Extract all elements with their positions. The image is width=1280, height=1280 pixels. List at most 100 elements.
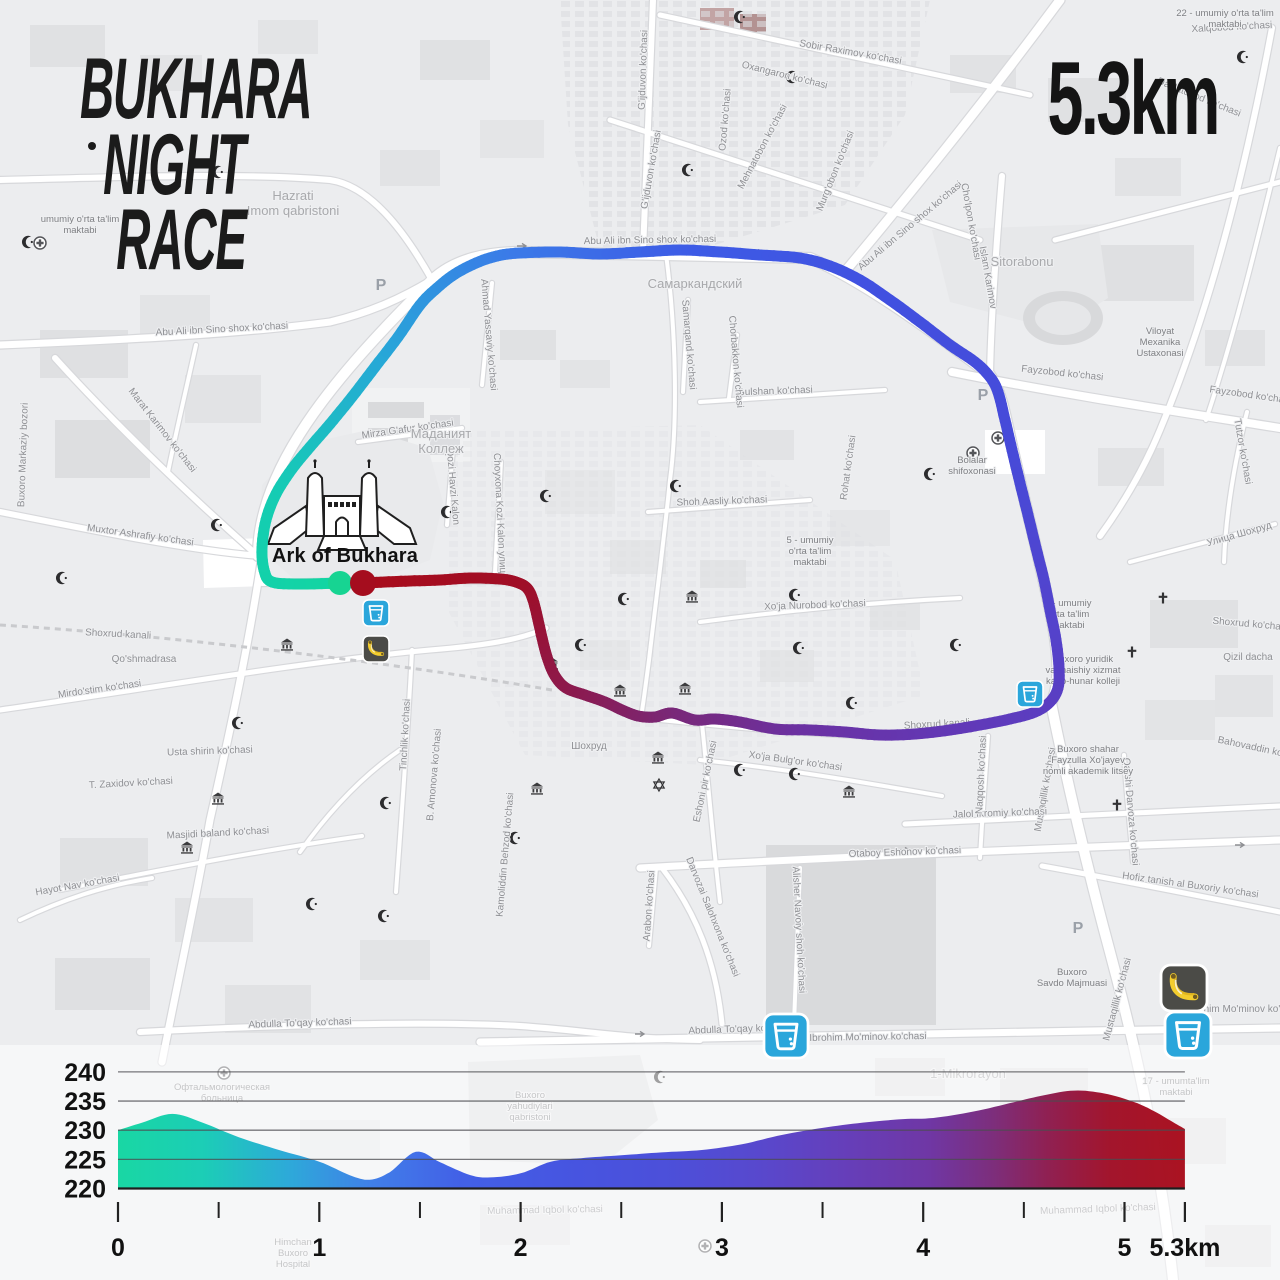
cup-bubble — [789, 1042, 794, 1046]
crescent-star — [801, 646, 804, 650]
street-label: Маданият Коллеж — [411, 426, 472, 456]
ark-finial-ball — [367, 459, 371, 463]
road — [902, 803, 1280, 827]
synagogue-star-icon — [652, 777, 666, 793]
street-label: Xalqobod ko'chasi — [1191, 20, 1272, 35]
crescent-star — [314, 902, 317, 906]
road — [0, 509, 265, 559]
road — [700, 722, 722, 904]
museum-shape — [679, 682, 691, 695]
street-label: Xo'ja Nurobod ko'chasi — [764, 598, 866, 613]
x-axis-end-label: 5.3km — [1149, 1234, 1220, 1262]
y-axis-label: 235 — [64, 1088, 106, 1116]
street-label: Qo'shmadrasa — [112, 654, 177, 665]
crescent-star — [220, 170, 223, 174]
crescent-star — [742, 768, 745, 772]
road — [394, 648, 414, 894]
parking-icon: P — [978, 387, 989, 404]
icon-background — [362, 635, 390, 663]
crescent-shape — [55, 571, 66, 585]
road — [698, 596, 962, 624]
museum-building-icon — [843, 785, 855, 798]
x-axis-label: 4 — [916, 1234, 930, 1262]
museum-shape — [614, 684, 626, 697]
crescent-shape — [949, 638, 960, 652]
banana-shade — [1173, 976, 1195, 996]
museum-building-icon — [614, 684, 626, 697]
elevation-area — [118, 1090, 1185, 1189]
crescent-star — [388, 801, 391, 805]
banana-glyph — [1169, 973, 1199, 1001]
crescent-star — [1245, 55, 1248, 59]
mosque-crescent-icon — [733, 763, 745, 777]
cup-glyph — [773, 1022, 799, 1051]
building-block — [1048, 78, 1126, 122]
crescent-shape — [788, 767, 799, 781]
building-block — [420, 40, 490, 80]
museum-building-icon — [652, 751, 664, 764]
road — [58, 834, 364, 892]
street-label: Abdulla To'qay ko'chasi — [248, 1016, 351, 1031]
road — [356, 426, 464, 444]
mosque-crescent-icon — [210, 518, 222, 532]
road — [1222, 410, 1249, 564]
cup-bubble — [1032, 697, 1035, 700]
hospital-plus — [36, 239, 44, 247]
street-label: Muxtor Ashrafiy ko'chasi — [86, 523, 194, 549]
road — [607, 117, 983, 243]
crescent-shape — [210, 518, 221, 532]
mosque-crescent-icon — [539, 489, 551, 503]
crescent-star — [64, 576, 67, 580]
museum-shape — [843, 785, 855, 798]
mosque-crescent-icon — [231, 716, 243, 730]
road — [843, 0, 1065, 273]
ark-right-tower — [358, 472, 380, 537]
crescent-shape — [733, 10, 744, 24]
mosque-crescent-icon — [792, 641, 804, 655]
y-axis-label: 230 — [64, 1117, 106, 1145]
crescent-star — [449, 510, 452, 514]
street-label: T. Zaxidov ko'chasi — [89, 776, 174, 791]
building-block — [1215, 675, 1273, 717]
parking-icon: P — [1073, 920, 1084, 937]
star-triangle — [652, 777, 666, 789]
crescent-shape — [508, 831, 519, 845]
mosque-crescent-icon — [845, 696, 857, 710]
mosque-crescent-icon — [377, 909, 389, 923]
building-block — [30, 25, 105, 67]
building-block — [185, 375, 261, 423]
crescent-star — [583, 643, 586, 647]
road — [52, 355, 261, 559]
road — [657, 12, 1033, 98]
crescent-shape — [923, 467, 934, 481]
crescent-shape — [377, 909, 388, 923]
mosque-crescent-icon — [617, 592, 629, 606]
mosque-crescent-icon — [788, 588, 800, 602]
crescent-shape — [21, 235, 32, 249]
crescent-star — [958, 643, 961, 647]
street-label: Otaboy Eshonov ko'chasi — [848, 845, 961, 860]
cup-bubble — [1191, 1041, 1196, 1045]
street-label: Shoh Aasliy ko'chasi — [676, 494, 767, 508]
map-area — [445, 425, 925, 765]
star-triangle — [652, 781, 666, 793]
street-label: B. Amonova ko'chasi — [425, 728, 444, 821]
icon-background — [362, 599, 390, 627]
crescent-star — [626, 597, 629, 601]
street-label: Masjidi baland ko'chasi — [166, 825, 269, 841]
x-axis-label: 0 — [111, 1234, 125, 1262]
museum-shape — [281, 638, 293, 651]
road — [978, 734, 990, 860]
museum-building-icon — [212, 792, 224, 805]
street-label: Fayzobod ko'chasi — [1209, 384, 1280, 406]
water-station-icon — [362, 599, 390, 627]
crescent-shape — [788, 588, 799, 602]
hospital-plus — [969, 449, 977, 457]
icon-background — [1016, 680, 1044, 708]
mosque-crescent-icon — [574, 638, 586, 652]
ark-finial-ball — [313, 459, 317, 463]
hospital-icon — [991, 431, 1005, 445]
street-label: Fayzobod ko'chasi — [1021, 364, 1104, 384]
street-label: umumiy o'rta ta'lim maktabi — [41, 214, 120, 236]
title-dot — [88, 142, 96, 150]
